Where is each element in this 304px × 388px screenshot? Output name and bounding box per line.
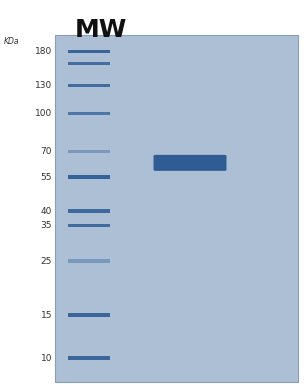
Bar (68, 357, 110, 360)
Text: 10: 10 (40, 354, 52, 363)
Bar (68, 223, 110, 227)
Bar (68, 175, 110, 179)
Bar (68, 151, 110, 153)
Bar (55, 35, 298, 382)
Bar (68, 113, 110, 115)
Text: 15: 15 (40, 311, 52, 320)
FancyBboxPatch shape (154, 155, 226, 171)
Text: 55: 55 (40, 173, 52, 182)
Text: 25: 25 (41, 256, 52, 265)
Bar (68, 210, 110, 213)
Text: 130: 130 (35, 81, 52, 90)
Bar (68, 50, 110, 53)
Text: 70: 70 (40, 147, 52, 156)
Text: MW: MW (75, 18, 127, 42)
Bar (68, 259, 110, 263)
Bar (68, 314, 110, 317)
Bar (68, 62, 110, 65)
Text: 40: 40 (41, 206, 52, 216)
Text: KDa: KDa (4, 37, 19, 46)
Text: 180: 180 (35, 47, 52, 56)
Text: 100: 100 (35, 109, 52, 118)
Text: 35: 35 (40, 221, 52, 230)
Bar (68, 85, 110, 87)
